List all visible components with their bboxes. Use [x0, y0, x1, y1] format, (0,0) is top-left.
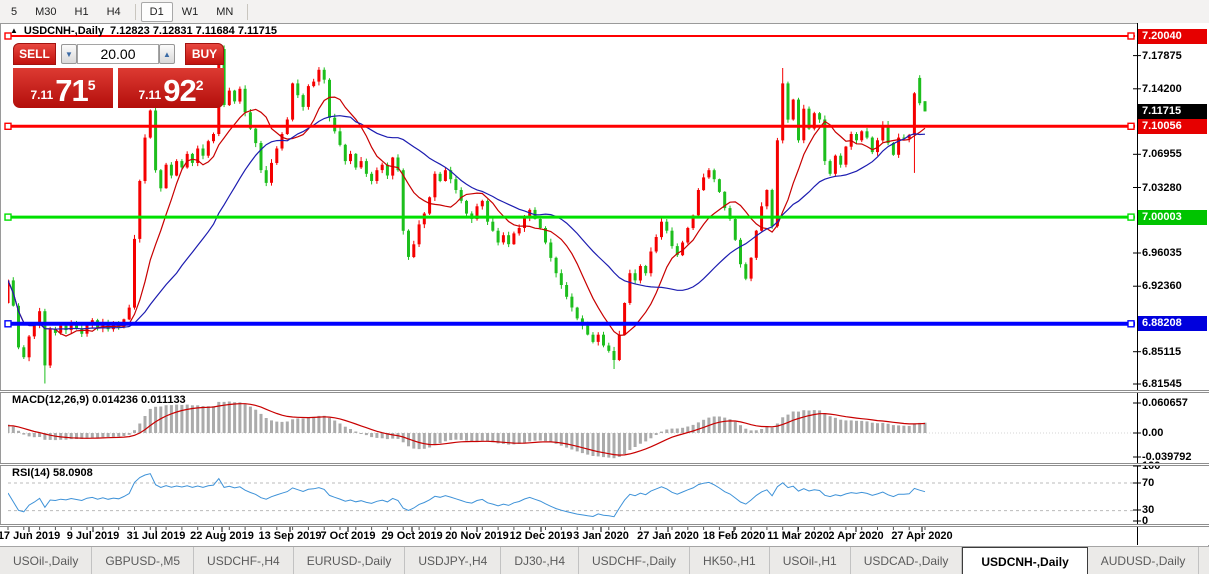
trade-widget-row: SELL ▼ 20.00 ▲ BUY: [13, 43, 224, 65]
price-tag-7.00003: 7.00003: [1138, 209, 1207, 225]
date-label-3-Jan-2020: 3 Jan 2020: [573, 530, 629, 542]
buy-button[interactable]: BUY: [185, 43, 224, 65]
timeframe-button-H1[interactable]: H1: [74, 5, 89, 18]
tab-usdcad-daily[interactable]: USDCAD-,Daily: [851, 547, 963, 574]
tab-usdcnh-daily[interactable]: USDCNH-,Daily: [962, 547, 1088, 574]
timeframe-button-W1[interactable]: W1: [181, 5, 199, 18]
date-label-22-Aug-2019: 22 Aug 2019: [190, 530, 254, 542]
volume-decrease-button[interactable]: ▼: [61, 44, 77, 64]
date-axis: [0, 527, 1137, 546]
collapse-arrow-icon[interactable]: ▲: [10, 26, 18, 35]
price-tick-6.96035: 6.96035: [1142, 247, 1182, 259]
toolbar-separator: [247, 3, 249, 20]
sell-price-tile[interactable]: 7.11 71 5: [13, 68, 113, 108]
date-label-13-Sep-2019: 13 Sep 2019: [258, 530, 322, 542]
rsi-tick-70: 70: [1142, 477, 1155, 489]
buy-price-prefix: 7.11: [138, 88, 162, 102]
one-click-trading-widget: SELL ▼ 20.00 ▲ BUY 7.11 71 5 7.11 92 2: [13, 43, 224, 108]
date-label-2-Apr-2020: 2 Apr 2020: [828, 530, 884, 542]
date-label-9-Jul-2019: 9 Jul 2019: [66, 530, 120, 542]
timeframe-button-M30[interactable]: M30: [35, 5, 57, 18]
sell-button[interactable]: SELL: [13, 43, 56, 65]
price-tag-6.88208: 6.88208: [1138, 316, 1207, 332]
price-axis-border: [1137, 23, 1138, 545]
rsi-tick-30: 30: [1142, 504, 1155, 516]
tab-gbpusd-m5[interactable]: GBPUSD-,M5: [92, 547, 195, 574]
macd-tick-0.060657: 0.060657: [1142, 397, 1188, 409]
date-label-31-Jul-2019: 31 Jul 2019: [126, 530, 186, 542]
chart-title-row: ▲ USDCNH-,Daily 7.12823 7.12831 7.11684 …: [10, 25, 277, 37]
date-label-20-Nov-2019: 20 Nov 2019: [445, 530, 509, 542]
tab-usoil-daily[interactable]: USOil-,Daily: [0, 547, 93, 574]
volume-input[interactable]: 20.00: [77, 44, 159, 64]
date-label-12-Dec-2019: 12 Dec 2019: [509, 530, 573, 542]
rsi-tick-0: 0: [1142, 515, 1149, 527]
timeframe-toolbar: 5 M30 H1 H4 D1 W1 MN: [0, 0, 1209, 24]
timeframe-list: 5 M30 H1 H4 D1 W1 MN: [0, 1, 253, 22]
date-label-27-Jan-2020: 27 Jan 2020: [637, 530, 699, 542]
price-tag-7.10056: 7.10056: [1138, 118, 1207, 134]
tab-usdchf-h4[interactable]: USDCHF-,H4: [194, 547, 294, 574]
chart-tab-bar: USOil-,Daily GBPUSD-,M5 USDCHF-,H4 EURUSD-,…: [0, 546, 1209, 574]
tab-audusd-daily[interactable]: AUDUSD-,Daily: [1088, 547, 1200, 574]
date-label-7-Oct-2019: 7 Oct 2019: [320, 530, 376, 542]
sell-price-prefix: 7.11: [30, 88, 54, 102]
rsi-label: RSI(14) 58.0908: [12, 467, 93, 479]
sell-price-big: 71: [55, 73, 88, 108]
macd-label: MACD(12,26,9) 0.014236 0.011133: [12, 394, 186, 406]
price-tick-6.92360: 6.92360: [1142, 280, 1182, 293]
tab-usdjpy-h4[interactable]: USDJPY-,H4: [405, 547, 502, 574]
tab-dj30-h4[interactable]: DJ30-,H4: [501, 547, 579, 574]
down-arrow-icon: ▼: [65, 49, 73, 59]
price-tag-7.11715: 7.11715: [1138, 103, 1207, 119]
macd-tick-0.00: 0.00: [1142, 427, 1164, 439]
buy-price-pip: 2: [195, 77, 204, 93]
tab-hk50-h1[interactable]: HK50-,H1: [690, 547, 770, 574]
timeframe-button-MN[interactable]: MN: [216, 5, 234, 18]
splitter-macd-rsi[interactable]: [0, 463, 1209, 466]
price-tick-6.85115: 6.85115: [1142, 345, 1182, 358]
date-label-11-Mar-2020: 11 Mar 2020: [767, 530, 829, 542]
tab-usdchf-daily[interactable]: USDCHF-,Daily: [579, 547, 690, 574]
price-tag-7.20040: 7.20040: [1138, 28, 1207, 44]
date-label-18-Feb-2020: 18 Feb 2020: [702, 530, 766, 542]
tab-usoil-h1[interactable]: USOil-,H1: [770, 547, 851, 574]
tab-eurusd-daily[interactable]: EURUSD-,Daily: [294, 547, 406, 574]
date-label-17-Jun-2019: 17 Jun 2019: [0, 530, 61, 542]
macd-tick--0.039792: -0.039792: [1142, 451, 1192, 463]
price-tick-7.17875: 7.17875: [1142, 49, 1182, 62]
price-tick-7.14200: 7.14200: [1142, 82, 1182, 95]
volume-increase-button[interactable]: ▲: [159, 44, 175, 64]
chart-title-symbol: USDCNH-,Daily: [23, 25, 104, 37]
price-tick-7.03280: 7.03280: [1142, 181, 1182, 194]
rsi-tick-100: 100: [1142, 460, 1161, 472]
up-arrow-icon: ▲: [163, 49, 171, 59]
chart-title-ohlc: 7.12823 7.12831 7.11684 7.11715: [110, 25, 278, 37]
buy-price-tile[interactable]: 7.11 92 2: [118, 68, 224, 108]
price-tick-7.06955: 7.06955: [1142, 148, 1182, 161]
timeframe-button-D1[interactable]: D1: [140, 1, 173, 22]
toolbar-separator: [134, 3, 136, 20]
tab-scroll-arrows: ◄ ►: [1199, 547, 1209, 574]
splitter-rsi-dates: [0, 524, 1209, 527]
sell-price-pip: 5: [87, 77, 96, 93]
price-tick-6.81545: 6.81545: [1142, 377, 1182, 390]
timeframe-button-5[interactable]: 5: [11, 5, 18, 18]
date-label-29-Oct-2019: 29 Oct 2019: [381, 530, 443, 542]
date-label-27-Apr-2020: 27 Apr 2020: [891, 530, 953, 542]
buy-price-big: 92: [163, 73, 196, 108]
tab-list: USOil-,Daily GBPUSD-,M5 USDCHF-,H4 EURUSD-,…: [0, 547, 1200, 574]
splitter-main-macd[interactable]: [0, 390, 1209, 393]
timeframe-button-H4[interactable]: H4: [106, 5, 121, 18]
